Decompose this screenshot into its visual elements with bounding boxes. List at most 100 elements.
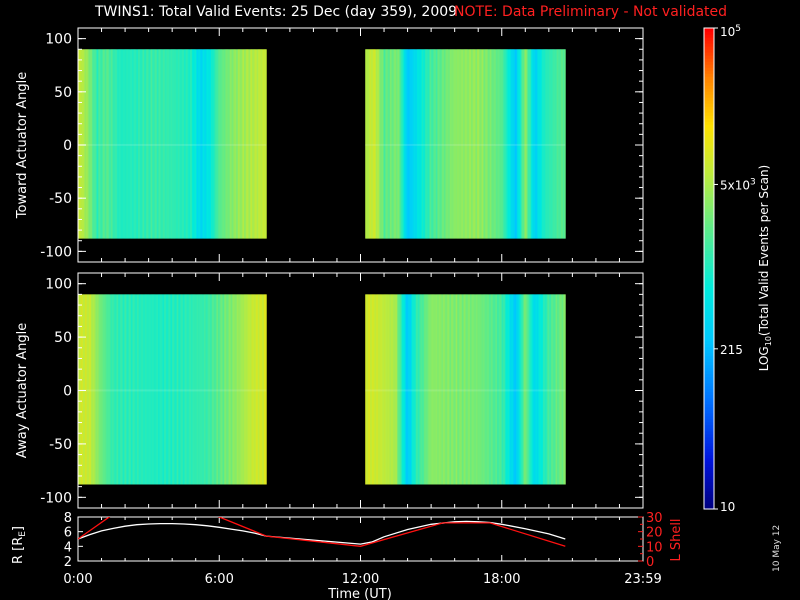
heat-column [487, 294, 490, 485]
heat-column [196, 294, 199, 485]
colorbar-segment [704, 406, 714, 411]
heat-column [479, 294, 481, 485]
colorbar-segment [704, 127, 714, 131]
heat-column [260, 49, 263, 239]
heat-column [455, 294, 458, 485]
heat-column [380, 294, 383, 485]
heat-column [411, 49, 413, 239]
heat-column [534, 49, 537, 239]
heat-column [539, 294, 541, 485]
heat-column [481, 294, 484, 485]
heat-column [121, 49, 124, 239]
colorbar-segment [704, 337, 714, 342]
heat-column [500, 294, 503, 485]
colorbar-segment [704, 214, 714, 218]
colorbar-segment [704, 505, 714, 510]
colorbar-segment [704, 331, 714, 336]
heat-column [425, 49, 427, 239]
heat-column [205, 49, 207, 239]
heat-column [502, 294, 505, 485]
heat-column [381, 49, 384, 239]
heat-column [472, 294, 474, 485]
colorbar-segment [704, 178, 714, 182]
heat-column [487, 49, 490, 239]
colorbar-segment [704, 172, 714, 176]
heat-column [186, 294, 188, 485]
heat-column [520, 49, 523, 239]
heat-column [238, 49, 240, 239]
colorbar-segment [704, 73, 714, 77]
heat-column [478, 49, 480, 239]
heat-column [500, 49, 503, 239]
heat-column [506, 294, 509, 485]
colorbar-segment [704, 55, 714, 59]
colorbar-segment [704, 364, 714, 369]
heat-column [170, 49, 173, 239]
colorbar-segment [704, 475, 714, 480]
heat-column [93, 294, 95, 485]
heat-column [422, 294, 425, 485]
heat-column [405, 294, 407, 485]
heat-column [439, 49, 441, 239]
heat-column [492, 294, 494, 485]
heat-column [460, 294, 463, 485]
heat-column [103, 294, 106, 485]
heat-column [226, 49, 228, 239]
heat-column [545, 294, 547, 485]
heat-column [153, 294, 155, 485]
x-tick-label: 18:00 [483, 572, 520, 587]
heat-column [200, 49, 202, 239]
heat-column [160, 49, 162, 239]
heat-column [115, 294, 118, 485]
data-block [365, 49, 566, 239]
heat-column [90, 294, 93, 485]
heat-column [109, 49, 112, 239]
heat-column [251, 49, 253, 239]
heat-column [216, 294, 219, 485]
heat-column [521, 49, 524, 239]
heat-column [560, 49, 563, 239]
heat-column [542, 294, 545, 485]
heat-column [194, 294, 197, 485]
heat-column [86, 294, 88, 485]
heat-column [247, 49, 250, 239]
colorbar-segment [704, 151, 714, 155]
heat-column [228, 49, 231, 239]
heat-column [169, 49, 172, 239]
colorbar-segment [704, 439, 714, 444]
heat-column [557, 294, 559, 485]
heat-column [133, 294, 135, 485]
heat-column [165, 49, 167, 239]
heat-column [248, 294, 251, 485]
heat-column [469, 49, 472, 239]
heat-column [116, 294, 119, 485]
colorbar-segment [704, 217, 714, 221]
heat-column [116, 49, 119, 239]
heat-column [129, 49, 132, 239]
heat-column [499, 49, 501, 239]
heat-column [458, 49, 460, 239]
heat-column [391, 49, 393, 239]
heat-column [146, 49, 148, 239]
colorbar-segment [704, 289, 714, 294]
heat-column [174, 49, 177, 239]
heat-column [136, 49, 139, 239]
heat-column [179, 49, 181, 239]
heat-column [180, 294, 182, 485]
colorbar-segment [704, 433, 714, 438]
heat-column [387, 49, 390, 239]
colorbar-segment [704, 313, 714, 318]
heat-column [120, 49, 122, 239]
heat-column [229, 49, 232, 239]
heat-column [118, 49, 120, 239]
heat-column [112, 294, 114, 485]
heat-column [243, 49, 246, 239]
heat-column [497, 49, 499, 239]
colorbar-segment [704, 109, 714, 113]
heat-column [374, 294, 377, 485]
heat-column [420, 294, 423, 485]
heat-column [422, 49, 425, 239]
heat-column [239, 49, 241, 239]
heat-column [163, 294, 166, 485]
heat-column [378, 49, 380, 239]
